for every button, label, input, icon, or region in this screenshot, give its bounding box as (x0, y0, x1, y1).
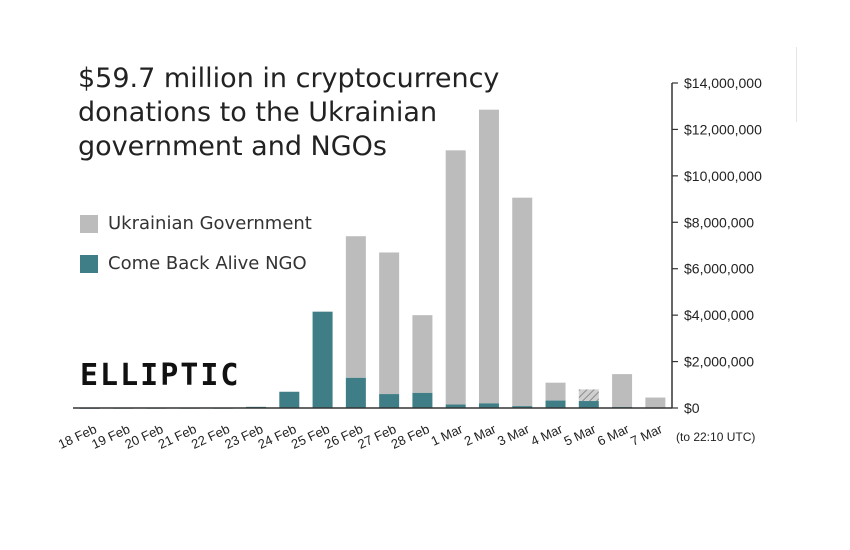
x-tick-label: 28 Feb (389, 421, 432, 452)
divider-line (796, 47, 797, 122)
x-tick-label: 2 Mar (462, 421, 499, 449)
elliptic-logo: ELLIPTIC (80, 358, 241, 393)
bar-ngo-11 (445, 404, 466, 408)
chart-title: $59.7 million in cryptocurrency donation… (78, 63, 500, 162)
legend-swatch-ngo (80, 254, 98, 273)
x-tick-label: 1 Mar (429, 421, 466, 449)
y-tick-label: $8,000,000 (684, 214, 754, 230)
bar-government-15 (578, 389, 599, 402)
bar-government-9 (379, 252, 400, 395)
bar-government-11 (445, 150, 466, 405)
bar-ngo-9 (379, 394, 400, 408)
y-tick-label: $4,000,000 (684, 307, 754, 323)
axis-note: (to 22:10 UTC) (676, 430, 755, 444)
x-tick-label: 4 Mar (528, 421, 565, 449)
bar-ngo-15 (578, 401, 599, 408)
bar-ngo-6 (279, 391, 300, 408)
y-tick-label: $10,000,000 (684, 168, 762, 184)
legend-item-come-back-alive: Come Back Alive NGO (80, 253, 307, 274)
bar-government-10 (412, 315, 433, 393)
y-tick-label: $12,000,000 (684, 121, 762, 137)
bar-government-13 (512, 197, 533, 407)
legend-label-government: Ukrainian Government (108, 213, 312, 234)
legend-label-ngo: Come Back Alive NGO (108, 253, 307, 274)
y-tick-label: $6,000,000 (684, 261, 754, 277)
bar-ngo-10 (412, 392, 433, 408)
x-tick-label: 7 Mar (628, 421, 665, 449)
x-tick-label: 3 Mar (495, 421, 532, 449)
bar-government-14 (545, 382, 566, 401)
bar-ngo-8 (345, 377, 366, 408)
y-tick-label: $14,000,000 (684, 75, 762, 91)
bar-ngo-14 (545, 400, 566, 408)
legend-swatch-government (80, 214, 98, 233)
bar-government-16 (612, 374, 633, 408)
bar-government-8 (345, 236, 366, 378)
bar-ngo-7 (312, 311, 333, 408)
bar-ngo-13 (512, 406, 533, 408)
y-tick-label: $2,000,000 (684, 354, 754, 370)
y-tick-label: $0 (684, 400, 700, 416)
x-tick-label: 6 Mar (595, 421, 632, 449)
x-tick-label: 5 Mar (562, 421, 599, 449)
legend-item-ukrainian-government: Ukrainian Government (80, 213, 312, 234)
bar-government-12 (478, 109, 499, 404)
bar-government-17 (645, 397, 666, 408)
bar-ngo-12 (478, 403, 499, 408)
